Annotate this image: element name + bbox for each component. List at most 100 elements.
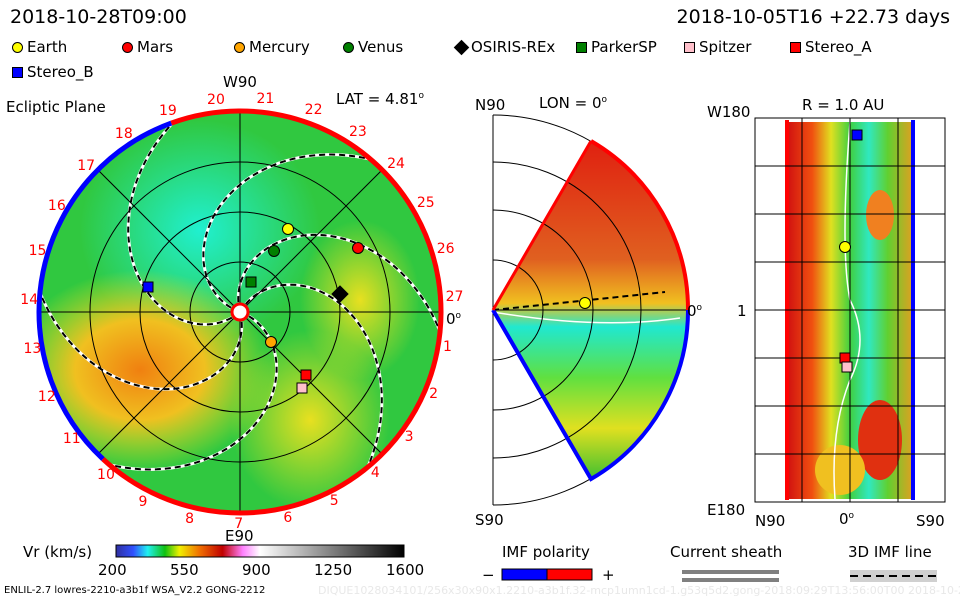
zero: 0 xyxy=(687,302,697,320)
stereo-a-marker xyxy=(300,369,312,381)
carrington-label: 22 xyxy=(304,102,323,119)
circle-marker-icon xyxy=(343,41,354,53)
legend-label: ParkerSP xyxy=(591,38,657,56)
legend-item: Stereo_A xyxy=(790,38,872,56)
radial-bottom-label: E180 xyxy=(707,501,746,519)
meridional-panel xyxy=(491,114,691,506)
imf-spiral-line xyxy=(39,290,243,391)
lat-value: LAT = 4.81 xyxy=(336,90,419,108)
carrington-label: 13 xyxy=(23,341,42,358)
deg: o xyxy=(601,95,608,105)
colorbar-label: Vr (km/s) xyxy=(23,543,93,561)
colorbar-tick-label: 1600 xyxy=(386,561,425,579)
deg: o xyxy=(418,91,424,101)
carrington-label: 1 xyxy=(442,338,452,355)
carrington-label: 14 xyxy=(20,291,39,308)
legend-item: Mars xyxy=(122,38,173,56)
imf-spiral-line xyxy=(237,233,441,334)
ecliptic-bottom-label: E90 xyxy=(225,527,254,545)
imf-line-title: 3D IMF line xyxy=(848,543,932,561)
deg: o xyxy=(848,511,855,521)
sun-icon xyxy=(230,302,250,322)
radial-title: R = 1.0 AU xyxy=(802,96,885,114)
imf-spiral-line xyxy=(127,120,233,326)
deg: o xyxy=(696,303,703,313)
square-marker-icon xyxy=(12,66,23,78)
carrington-label: 12 xyxy=(37,388,56,405)
stereo-b-marker xyxy=(142,281,154,293)
earth-marker xyxy=(579,297,591,309)
legend-item: Spitzer xyxy=(684,38,751,56)
legend-item: Stereo_B xyxy=(12,63,94,81)
spitzer-marker xyxy=(841,361,853,373)
carrington-label: 8 xyxy=(185,510,194,527)
radial-x-mid: 0o xyxy=(839,510,854,528)
carrington-label: 25 xyxy=(416,195,435,212)
model-info: ENLIL-2.7 lowres-2210-a3b1f WSA_V2.2 GON… xyxy=(4,585,266,596)
legend-label: Spitzer xyxy=(699,38,752,56)
faint-run-info: DIQUE1028034101/256x30x90x1.2210-a3b1f.3… xyxy=(318,584,960,597)
lon-zero: 0 xyxy=(446,310,456,328)
carrington-label: 27 xyxy=(445,289,464,306)
imf-boundary-negative xyxy=(36,120,173,461)
imf-positive-swatch xyxy=(546,568,593,581)
legend-label: Mercury xyxy=(249,38,310,56)
deg: o xyxy=(455,311,462,321)
imf-spiral-line xyxy=(245,283,383,470)
square-marker-icon xyxy=(790,41,801,53)
carrington-label: 15 xyxy=(28,243,47,260)
current-sheath-swatch-2 xyxy=(682,578,779,582)
legend-item: Mercury xyxy=(234,38,310,56)
meridional-top-label: N90 xyxy=(475,96,506,114)
carrington-label: 6 xyxy=(283,509,293,526)
carrington-label: 20 xyxy=(207,91,225,108)
carrington-label: 21 xyxy=(256,91,275,108)
lon-value: LON = 0 xyxy=(539,94,602,112)
venus-marker xyxy=(268,245,280,257)
run-time: 2018-10-05T16 +22.73 days xyxy=(676,6,950,28)
colorbar-tick-label: 200 xyxy=(98,561,127,579)
carrington-label: 3 xyxy=(404,429,414,446)
legend-label: Mars xyxy=(137,38,174,56)
imf-plus: + xyxy=(602,566,615,584)
imf-boundary-positive xyxy=(101,108,444,516)
square-marker-icon xyxy=(684,41,695,53)
colorbar-tick-label: 1250 xyxy=(314,561,353,579)
radial-x-left: N90 xyxy=(755,512,786,530)
radial-mid-label: 1 xyxy=(737,302,747,320)
earth-marker xyxy=(282,223,294,235)
carrington-label: 26 xyxy=(436,240,455,257)
meridional-right-label: 0o xyxy=(687,302,702,320)
colorbar-tick-label: 900 xyxy=(242,561,271,579)
meridional-bottom-label: S90 xyxy=(475,511,504,529)
model-time: 2018-10-28T09:00 xyxy=(10,6,187,28)
radial-top-label: W180 xyxy=(707,103,751,121)
imf-negative-swatch xyxy=(501,568,548,581)
ecliptic-title: Ecliptic Plane xyxy=(6,98,106,116)
earth-marker xyxy=(839,241,851,253)
legend-item: Venus xyxy=(343,38,403,56)
ecliptic-top-label: W90 xyxy=(223,73,257,91)
ecliptic-panel xyxy=(39,111,441,513)
osiris-rex-marker xyxy=(331,285,349,303)
radial-x-right: S90 xyxy=(916,512,945,530)
square-marker-icon xyxy=(576,41,587,53)
legend-label: Stereo_A xyxy=(805,38,872,56)
legend-item: Earth xyxy=(12,38,67,56)
imf-title: IMF polarity xyxy=(502,543,590,561)
sheath-title: Current sheath xyxy=(670,543,783,561)
legend-item: ParkerSP xyxy=(576,38,657,56)
circle-marker-icon xyxy=(234,41,245,53)
colorbar-tick-label: 550 xyxy=(170,561,199,579)
spitzer-marker xyxy=(296,382,308,394)
carrington-label: 23 xyxy=(349,124,367,141)
lat-label: LAT = 4.81o xyxy=(336,90,424,108)
carrington-label: 24 xyxy=(387,155,405,172)
carrington-label: 7 xyxy=(234,515,244,532)
carrington-label: 4 xyxy=(370,465,380,482)
legend-item: OSIRIS-REx xyxy=(453,38,555,56)
carrington-label: 2 xyxy=(429,386,438,403)
imf-minus: − xyxy=(482,566,495,584)
